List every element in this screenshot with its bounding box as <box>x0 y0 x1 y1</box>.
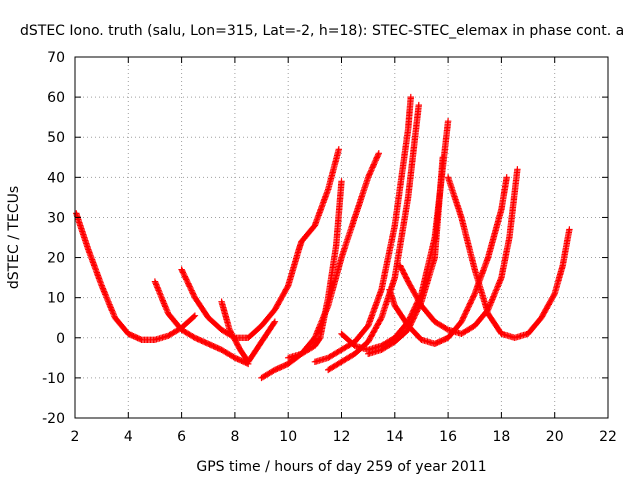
y-axis-label: dSTEC / TECUs <box>6 186 22 289</box>
series-12 <box>396 166 521 337</box>
chart-title: dSTEC Iono. truth (salu, Lon=315, Lat=-2… <box>20 23 624 39</box>
series-3-markers <box>178 146 342 341</box>
series-6 <box>285 178 345 361</box>
series-7-markers <box>311 93 414 365</box>
x-tick-label: 18 <box>492 429 510 445</box>
y-tick-label: 10 <box>47 291 65 307</box>
y-tick-label: 0 <box>56 331 65 347</box>
series-2 <box>151 278 252 368</box>
series-2-markers <box>151 278 252 368</box>
y-tick-label: 40 <box>47 170 65 186</box>
series-4 <box>218 298 279 365</box>
series-1 <box>73 210 199 343</box>
x-tick-label: 8 <box>230 429 239 445</box>
series-6-markers <box>285 178 345 361</box>
series-11 <box>386 174 510 347</box>
y-tick-label: 70 <box>47 50 65 66</box>
series-4-markers <box>218 298 279 365</box>
y-tick-label: -20 <box>42 411 65 427</box>
x-tick-label: 16 <box>439 429 457 445</box>
x-tick-label: 12 <box>333 429 351 445</box>
series-8 <box>325 101 422 374</box>
x-tick-label: 4 <box>124 429 133 445</box>
series-1-markers <box>73 210 199 343</box>
x-axis-label: GPS time / hours of day 259 of year 2011 <box>196 459 486 475</box>
x-tick-label: 6 <box>177 429 186 445</box>
series-3 <box>178 146 342 341</box>
y-tick-label: 50 <box>47 130 65 146</box>
x-tick-label: 22 <box>599 429 617 445</box>
series-12-markers <box>396 166 521 337</box>
x-tick-label: 10 <box>279 429 297 445</box>
x-tick-label: 2 <box>71 429 80 445</box>
data-markers <box>73 93 573 382</box>
y-tick-label: 60 <box>47 90 65 106</box>
series-13 <box>444 174 573 341</box>
y-tick-label: 30 <box>47 210 65 226</box>
series-8-markers <box>325 101 422 374</box>
series-13-markers <box>444 174 573 341</box>
x-tick-label: 14 <box>386 429 404 445</box>
axis-ticks: 2 4 6 8 10 12 14 16 18 20 22 -20 -10 0 10 20 30 40 50 60 70 <box>42 50 617 445</box>
x-tick-label: 20 <box>546 429 564 445</box>
y-tick-label: -10 <box>42 371 65 387</box>
series-11-markers <box>386 174 510 347</box>
y-tick-label: 20 <box>47 251 65 267</box>
series-7 <box>311 93 414 365</box>
